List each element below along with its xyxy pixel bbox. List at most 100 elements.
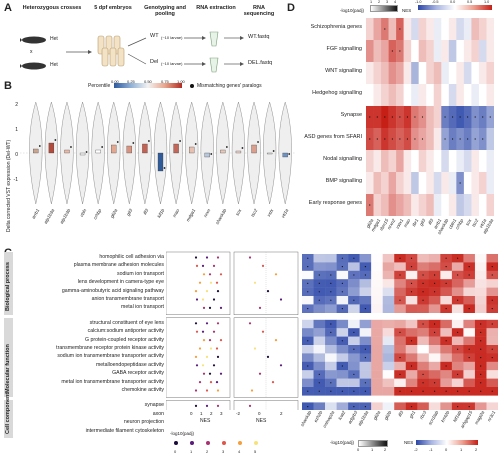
heat-cell — [403, 172, 412, 195]
sig-dot — [406, 138, 409, 140]
heat-cell — [394, 319, 406, 329]
heat-cell — [348, 378, 360, 388]
heat-cell — [471, 194, 480, 216]
sig-dot — [468, 266, 470, 268]
padj-c-tick: 5 — [254, 449, 257, 454]
heat-cell — [381, 172, 389, 195]
heat-cell — [371, 378, 383, 388]
category-name: Biological process — [5, 261, 11, 311]
heat-cell — [440, 370, 453, 379]
heat-cell — [417, 336, 430, 346]
sig-dot — [410, 365, 413, 367]
heat-cell — [371, 345, 383, 354]
paralog-legend-label: Mismatching genes' paralogs — [197, 83, 262, 89]
heat-cell — [382, 304, 395, 313]
sig-dot — [318, 291, 320, 293]
violin-bar — [126, 145, 132, 154]
padj-tick: 1 — [370, 0, 373, 4]
padj-tick: 2 — [378, 0, 381, 4]
sig-dot — [491, 299, 493, 301]
paralog-dot — [288, 153, 291, 155]
sig-dot — [364, 357, 367, 359]
padj-c2-title: -log10(padj) — [330, 440, 355, 445]
sig-dot — [353, 390, 355, 392]
heat-cell — [486, 62, 494, 85]
heat-cell — [313, 254, 326, 263]
heat-cell — [382, 254, 395, 263]
heat-cell — [463, 287, 476, 297]
sig-dot — [318, 282, 320, 284]
heat-cell — [382, 287, 395, 297]
heat-cell — [428, 345, 441, 354]
nes-dot — [212, 264, 216, 267]
sig-dot — [330, 323, 332, 325]
heat-cell — [371, 387, 383, 396]
step-heterozygous-crosses: Heterozygous crosses — [22, 5, 82, 11]
heat-cell — [373, 62, 382, 85]
heat-cell — [440, 353, 453, 362]
sig-dot — [422, 390, 424, 392]
heat-cell — [426, 40, 434, 63]
step-genotyping: Genotyping and pooling — [144, 5, 186, 17]
sig-dot — [480, 340, 482, 342]
nes-xtick: 0 — [258, 411, 261, 416]
heat-cell — [373, 194, 382, 216]
nes-dot — [205, 322, 209, 325]
heat-cell — [336, 353, 349, 362]
heat-cell — [371, 287, 383, 297]
sig-dot — [459, 116, 461, 118]
nes-dot — [208, 339, 212, 342]
heat-cell — [381, 40, 389, 63]
heat-cell — [381, 150, 389, 173]
padj-c2-tick: 1 — [371, 447, 374, 452]
heat-cell — [448, 150, 457, 173]
violin-bar — [189, 146, 195, 154]
heat-cell — [388, 172, 397, 195]
paralog-dot — [241, 147, 244, 149]
nes-dot — [195, 264, 199, 267]
sig-dot — [480, 323, 482, 325]
sig-dot — [433, 382, 436, 384]
panel-d-row-label: ASD genes from SFARI — [304, 134, 362, 140]
heat-cell — [382, 370, 395, 379]
go-term: neuron projection — [123, 419, 164, 426]
heat-cell — [428, 361, 441, 371]
heat-cell — [411, 62, 419, 85]
heat-cell — [366, 150, 374, 173]
panel-c-nes-dots — [166, 251, 299, 410]
paralog-dot — [210, 153, 213, 155]
nes-c-tick: -1 — [429, 447, 433, 452]
heat-cell — [325, 361, 337, 371]
padj-legend-c-dots — [174, 441, 258, 445]
violin-bar — [157, 152, 164, 172]
nes-colorbar — [418, 5, 492, 10]
heat-cell — [441, 172, 450, 195]
heat-cell — [382, 345, 395, 354]
heat-cell — [418, 40, 427, 63]
heat-cell — [463, 84, 472, 107]
heat-cell — [433, 18, 442, 41]
het-label-2: Het — [50, 62, 58, 68]
padj-c-tick: 3 — [222, 449, 225, 454]
sig-dot — [364, 390, 367, 392]
heat-cell — [411, 194, 419, 216]
heat-cell — [405, 353, 418, 362]
percentile-tick: 0.50 — [144, 79, 152, 84]
sig-dot — [433, 390, 436, 392]
heat-cell — [348, 287, 360, 297]
heat-cell — [302, 345, 314, 354]
heat-cell — [433, 62, 442, 85]
sig-dot — [399, 357, 401, 359]
sig-dot — [364, 382, 367, 384]
heat-cell — [394, 336, 406, 346]
heat-cell — [388, 150, 397, 173]
nes-dot — [202, 273, 206, 276]
sig-dot — [422, 382, 424, 384]
panel-label-b: B — [4, 80, 12, 92]
heat-cell — [366, 18, 374, 41]
del-fastq: DEL.fastq — [248, 60, 273, 66]
nes-dot — [209, 281, 213, 284]
heat-cell — [428, 304, 441, 313]
heat-cell — [371, 353, 383, 362]
heat-cell — [428, 353, 441, 362]
